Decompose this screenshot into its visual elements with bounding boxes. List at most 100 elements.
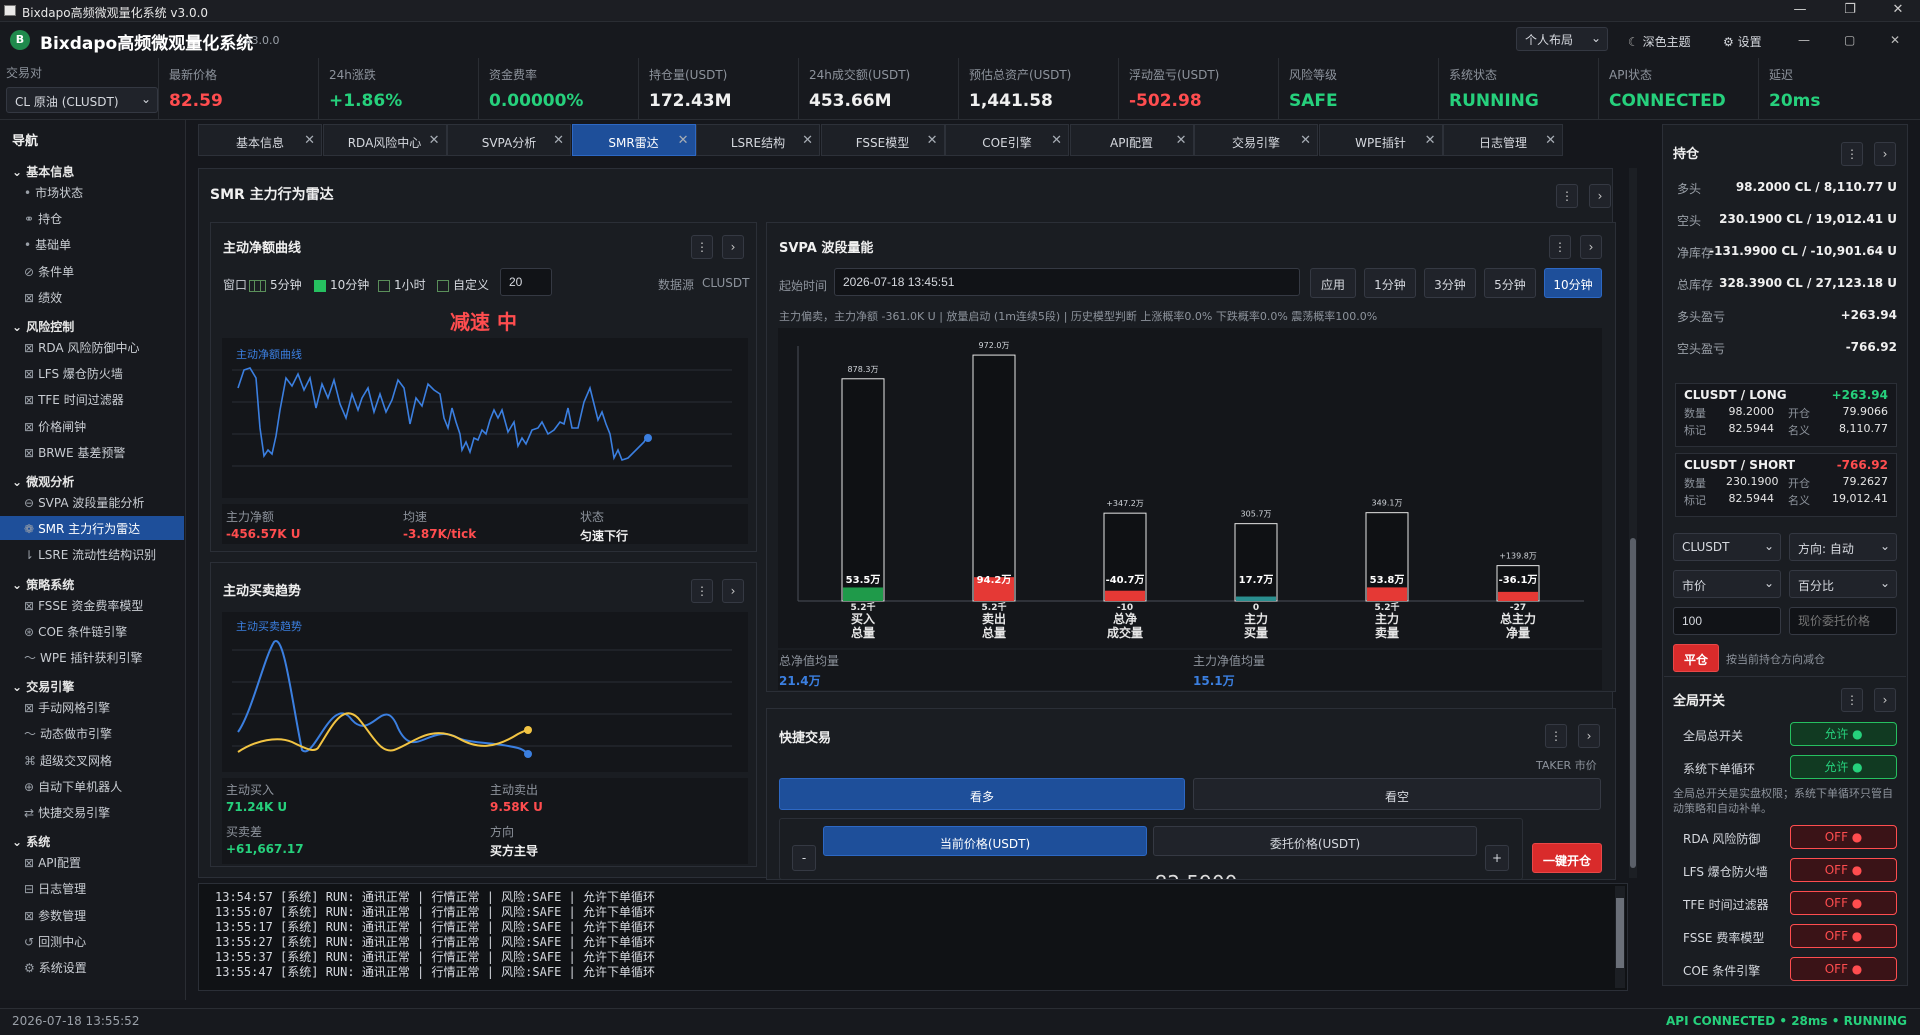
short-button[interactable]: 看空: [1193, 778, 1601, 810]
position-expand-button[interactable]: ›: [1874, 142, 1896, 166]
net-curve-expand-button[interactable]: ›: [722, 235, 744, 259]
interval-3min-button[interactable]: 3分钟: [1424, 268, 1476, 298]
app-minimize-button[interactable]: —: [1798, 33, 1810, 47]
sidebar-item-5-0[interactable]: ⊠ API配置: [0, 850, 184, 874]
settings-button[interactable]: ⚙ 设置: [1723, 33, 1762, 50]
nav-section-3[interactable]: ⌄ 策略系统: [12, 576, 74, 593]
svpa-expand-button[interactable]: ›: [1580, 235, 1602, 259]
tab-9[interactable]: WPE插针 ✕: [1318, 124, 1443, 156]
close-icon[interactable]: ✕: [677, 133, 689, 148]
direction-select[interactable]: 方向: 自动 ⌄: [1789, 533, 1897, 561]
sidebar-item-5-2[interactable]: ⊠ 参数管理: [0, 903, 184, 927]
sidebar-item-0-0[interactable]: • 市场状态: [0, 180, 184, 204]
current-price-button[interactable]: 当前价格(USDT): [823, 826, 1147, 856]
nav-section-0[interactable]: ⌄ 基本信息: [12, 163, 74, 180]
module-switch-toggle[interactable]: OFF ●: [1790, 957, 1897, 981]
window-close-button[interactable]: ✕: [1892, 2, 1904, 17]
sidebar-item-0-2[interactable]: • 基础单: [0, 232, 184, 256]
switch-toggle[interactable]: 允许 ●: [1790, 722, 1897, 746]
close-icon[interactable]: ✕: [553, 133, 564, 148]
apply-button[interactable]: 应用: [1310, 268, 1356, 298]
close-icon[interactable]: ✕: [1051, 133, 1062, 148]
sidebar-item-3-0[interactable]: ⊠ FSSE 资金费率模型: [0, 593, 184, 617]
sidebar-item-3-2[interactable]: 〜 WPE 插针获利引擎: [0, 645, 184, 669]
opt-5min[interactable]: 5分钟: [254, 276, 302, 293]
sidebar-item-4-0[interactable]: ⊠ 手动网格引擎: [0, 695, 184, 719]
window-minimize-button[interactable]: —: [1793, 2, 1807, 17]
app-restore-button[interactable]: ▢: [1844, 33, 1856, 47]
main-scrollbar-thumb[interactable]: [1630, 538, 1636, 868]
sidebar-item-2-1[interactable]: ❁ SMR 主力行为雷达: [0, 516, 184, 541]
tab-0[interactable]: 基本信息 ✕: [198, 124, 322, 156]
tab-6[interactable]: COE引擎 ✕: [945, 124, 1069, 156]
sidebar-item-1-1[interactable]: ⊠ LFS 爆仓防火墙: [0, 361, 184, 385]
module-switch-toggle[interactable]: OFF ●: [1790, 891, 1897, 915]
log-scrollbar-thumb[interactable]: [1616, 898, 1624, 968]
quick-menu-button[interactable]: ⋮: [1545, 724, 1567, 748]
nav-section-4[interactable]: ⌄ 交易引擎: [12, 678, 74, 695]
sidebar-item-5-3[interactable]: ↺ 回测中心: [0, 929, 184, 953]
position-menu-button[interactable]: ⋮: [1841, 142, 1863, 166]
sidebar-item-1-3[interactable]: ⊠ 价格闸钟: [0, 414, 184, 438]
layout-select[interactable]: 个人布局 ⌄: [1516, 27, 1608, 51]
nav-section-5[interactable]: ⌄ 系统: [12, 833, 50, 850]
module-switch-toggle[interactable]: OFF ●: [1790, 924, 1897, 948]
sidebar-item-4-1[interactable]: 〜动态做市引擎: [0, 721, 184, 745]
quick-expand-button[interactable]: ›: [1578, 724, 1600, 748]
sidebar-item-5-1[interactable]: ⊟ 日志管理: [0, 876, 184, 900]
app-close-button[interactable]: ✕: [1890, 33, 1901, 47]
sidebar-item-2-2[interactable]: ⇂ LSRE 流动性结构识别: [0, 542, 184, 566]
panel-menu-button[interactable]: ⋮: [1556, 184, 1578, 208]
percent-select[interactable]: 百分比 ⌄: [1789, 570, 1897, 598]
sidebar-item-4-2[interactable]: ⌘ 超级交叉网格: [0, 748, 184, 772]
close-icon[interactable]: ✕: [304, 133, 315, 148]
open-position-button[interactable]: 一键开仓: [1532, 843, 1602, 873]
interval-10min-button[interactable]: 10分钟: [1544, 268, 1602, 298]
close-icon[interactable]: ✕: [802, 133, 813, 148]
close-icon[interactable]: ✕: [1300, 133, 1311, 148]
interval-1min-button[interactable]: 1分钟: [1364, 268, 1416, 298]
close-icon[interactable]: ✕: [428, 133, 440, 148]
pair-select[interactable]: CL 原油 (CLUSDT) ⌄: [6, 87, 158, 113]
tab-1[interactable]: RDA风险中心 ✕: [322, 124, 447, 156]
long-button[interactable]: 看多: [779, 778, 1185, 810]
close-position-button[interactable]: 平仓: [1673, 644, 1719, 672]
checkbox-5min[interactable]: [254, 279, 266, 292]
module-switch-toggle[interactable]: OFF ●: [1790, 825, 1897, 849]
checkbox-10min[interactable]: [314, 279, 326, 292]
nav-section-1[interactable]: ⌄ 风险控制: [12, 318, 74, 335]
module-switch-toggle[interactable]: OFF ●: [1790, 858, 1897, 882]
sidebar-item-2-0[interactable]: ⊖ SVPA 波段量能分析: [0, 490, 184, 514]
sidebar-item-1-0[interactable]: ⊠ RDA 风险防御中心: [0, 335, 184, 359]
svpa-menu-button[interactable]: ⋮: [1549, 235, 1571, 259]
close-icon[interactable]: ✕: [926, 133, 938, 148]
amount-input[interactable]: [1673, 607, 1781, 635]
price-plus-button[interactable]: +: [1485, 845, 1509, 871]
close-icon[interactable]: ✕: [1424, 133, 1436, 148]
sidebar-item-1-4[interactable]: ⊠ BRWE 基差预警: [0, 440, 184, 464]
price-minus-button[interactable]: -: [792, 845, 816, 871]
tab-7[interactable]: API配置 ✕: [1069, 124, 1194, 156]
order-type-select[interactable]: 市价 ⌄: [1673, 570, 1781, 598]
net-curve-menu-button[interactable]: ⋮: [691, 235, 713, 259]
opt-custom[interactable]: 自定义: [437, 276, 489, 293]
tab-5[interactable]: FSSE模型 ✕: [820, 124, 945, 156]
sidebar-item-4-4[interactable]: ⇄ 快捷交易引擎: [0, 800, 184, 824]
close-icon[interactable]: ✕: [1175, 133, 1187, 148]
sidebar-item-0-3[interactable]: ⊘ 条件单: [0, 259, 184, 283]
sidebar-item-0-4[interactable]: ⊠ 绩效: [0, 285, 184, 309]
tab-3[interactable]: SMR雷达 ✕: [571, 124, 696, 156]
start-time-input[interactable]: [834, 268, 1300, 296]
log-scrollbar[interactable]: [1615, 886, 1625, 988]
opt-1h[interactable]: 1小时: [378, 276, 426, 293]
tab-8[interactable]: 交易引擎 ✕: [1194, 124, 1318, 156]
switch-toggle[interactable]: 允许 ●: [1790, 755, 1897, 779]
close-icon[interactable]: ✕: [1545, 133, 1556, 148]
sidebar-item-3-1[interactable]: ⊛ COE 条件链引擎: [0, 619, 184, 643]
trend-menu-button[interactable]: ⋮: [691, 579, 713, 603]
theme-toggle[interactable]: ☾ 深色主题: [1628, 33, 1691, 50]
tab-4[interactable]: LSRE结构 ✕: [696, 124, 820, 156]
checkbox-1h[interactable]: [378, 279, 390, 292]
tab-10[interactable]: 日志管理 ✕: [1443, 124, 1563, 156]
custom-window-input[interactable]: [500, 268, 552, 296]
